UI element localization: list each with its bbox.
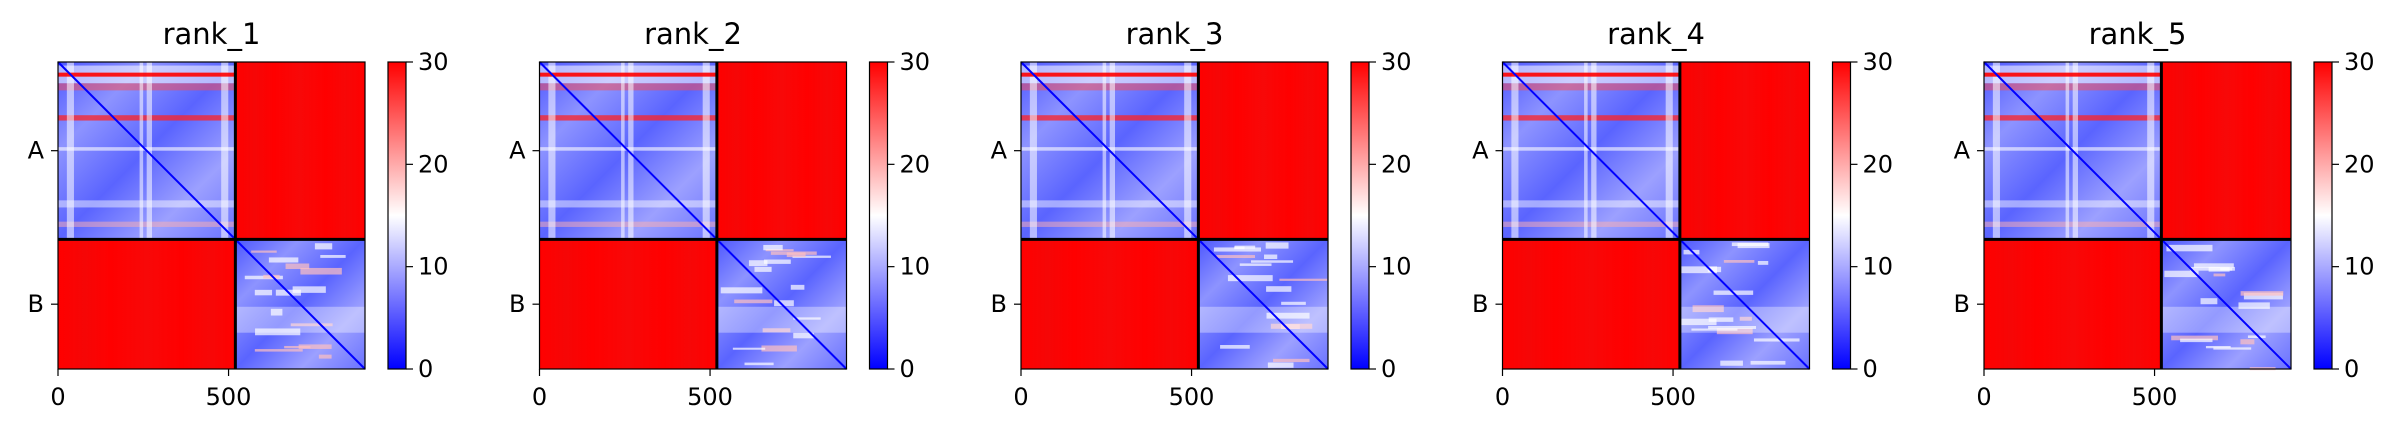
colorbar-tick-label: 30 [900,48,931,76]
heatmap-block-ba [539,239,717,369]
colorbar-tick-label: 10 [2344,253,2375,281]
y-tick-label: A [509,137,526,165]
colorbar-tick-label: 30 [1863,48,1894,76]
heatmap-block-ab [235,62,365,240]
heatmap-panel-4: rank_4 A B 0 500 0 10 20 30 [1472,17,1893,411]
colorbar-tick-label: 30 [1381,48,1412,76]
colorbar [387,61,407,370]
colorbar-tick-label: 0 [418,355,433,383]
colorbar-tick-label: 20 [1381,150,1412,178]
diagonal-line [1983,61,2292,370]
panel-title: rank_3 [1126,17,1224,51]
colorbar [1831,61,1852,370]
x-tick-label: 500 [2132,383,2178,411]
diagonal-line [538,61,848,370]
x-tick-label: 0 [1013,383,1028,411]
colorbar-tick-label: 20 [1863,150,1894,178]
plot-frame [1020,61,1329,370]
y-tick-label: A [28,137,45,165]
plot-frame [1501,61,1811,370]
heatmap-block-ba [58,239,236,369]
colorbar-tick-label: 0 [900,355,915,383]
diagonal-line [57,61,366,370]
heatmap-panel-1: rank_1 A B 0 500 0 10 20 30 [28,17,449,411]
panel-title: rank_5 [2089,17,2187,51]
heatmap-texture [1502,62,1810,366]
y-tick-label: B [991,290,1007,318]
colorbar-tick-label: 10 [1863,253,1894,281]
panel-title: rank_1 [163,17,261,51]
colorbar-tick-label: 0 [2344,355,2359,383]
heatmap-panel-3: rank_3 A B 0 500 0 10 20 30 [991,17,1412,411]
plot-frame [57,61,366,370]
heatmap-texture [1021,62,1328,368]
x-tick-label: 500 [1650,383,1696,411]
colorbar-tick-label: 30 [2344,48,2375,76]
heatmap-block-ba [1021,239,1199,369]
heatmap-texture [539,62,847,366]
colorbar [1350,61,1370,370]
heatmap-block-ab [2161,62,2291,240]
y-tick-label: A [1954,137,1971,165]
colorbar-tick-label: 20 [418,150,449,178]
diagonal-line [1501,61,1811,370]
y-tick-label: B [1472,290,1488,318]
x-tick-label: 500 [687,383,733,411]
colorbar-tick-label: 0 [1381,355,1396,383]
y-tick-label: B [509,290,525,318]
y-tick-label: A [991,137,1008,165]
x-tick-label: 500 [1169,383,1215,411]
y-tick-label: B [28,290,44,318]
colorbar-tick-label: 20 [2344,150,2375,178]
colorbar-tick-label: 10 [1381,253,1412,281]
heatmap-block-ab [1679,62,1810,240]
colorbar-tick-label: 10 [418,253,449,281]
heatmap-block-ba [1502,239,1680,369]
plot-frame [538,61,848,370]
heatmap-block-ba [1984,239,2162,369]
colorbar-tick-label: 30 [418,48,449,76]
colorbar [2313,61,2333,370]
x-tick-label: 0 [532,383,547,411]
heatmap-block-ab [716,62,847,240]
x-tick-label: 0 [50,383,65,411]
colorbar-tick-label: 0 [1863,355,1878,383]
colorbar-tick-label: 10 [900,253,931,281]
plot-frame [1983,61,2292,370]
heatmap-panel-2: rank_2 A B 0 500 0 10 20 30 [509,17,930,411]
panel-title: rank_2 [644,17,742,51]
x-tick-label: 0 [1976,383,1991,411]
colorbar-tick-label: 20 [900,150,931,178]
y-tick-label: B [1954,290,1970,318]
heatmap-block-ab [1198,62,1328,240]
diagonal-line [1020,61,1329,370]
x-tick-label: 500 [206,383,252,411]
heatmap-panel-5: rank_5 A B 0 500 0 10 20 30 [1954,17,2375,411]
colorbar [868,61,889,370]
x-tick-label: 0 [1495,383,1510,411]
y-tick-label: A [1472,137,1489,165]
panel-title: rank_4 [1607,17,1705,51]
